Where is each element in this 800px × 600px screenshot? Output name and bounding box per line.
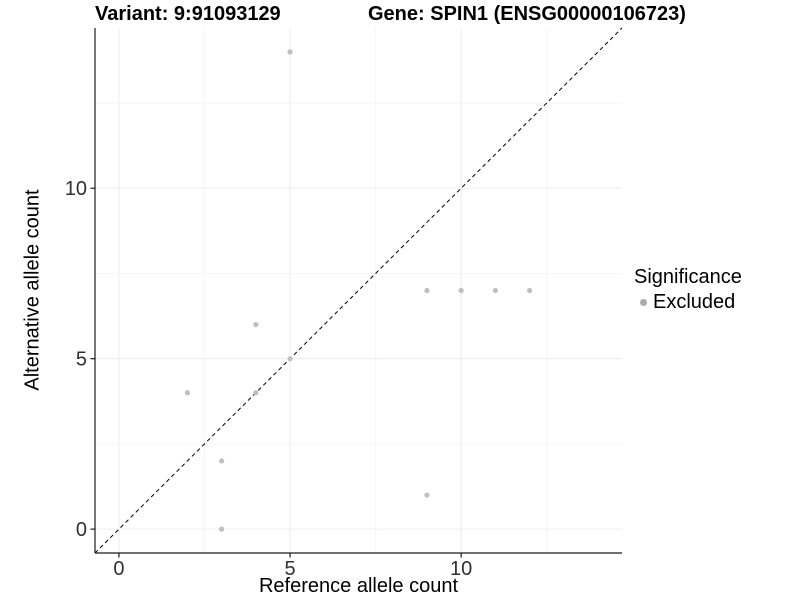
variant-title: Variant: 9:91093129: [95, 3, 281, 25]
gene-title: Gene: SPIN1 (ENSG00000106723): [368, 3, 686, 25]
data-point: [219, 458, 225, 464]
legend-entry: Excluded: [634, 291, 742, 314]
data-point: [458, 287, 464, 294]
data-point: [492, 287, 498, 294]
x-tick-label: 5: [284, 558, 295, 580]
data-point: [287, 49, 293, 55]
y-tick-label: 0: [76, 519, 87, 541]
data-point: [424, 492, 430, 498]
x-tick-label: 10: [450, 558, 472, 580]
data-point: [424, 287, 430, 294]
data-point: [253, 390, 259, 396]
data-point: [527, 287, 533, 294]
legend: Significance Excluded: [634, 266, 742, 314]
data-point: [219, 526, 225, 532]
legend-point-icon: [640, 299, 647, 306]
y-tick-label: 10: [65, 178, 87, 200]
identity-line: [94, 27, 623, 554]
legend-entry-label: Excluded: [653, 291, 736, 313]
y-tick-label: 5: [76, 349, 87, 371]
x-tick-label: 0: [113, 558, 124, 580]
x-axis-title: Reference allele count: [258, 575, 458, 597]
data-point: [184, 390, 190, 396]
legend-title: Significance: [634, 266, 742, 288]
data-point: [253, 321, 259, 328]
data-point: [287, 356, 293, 362]
